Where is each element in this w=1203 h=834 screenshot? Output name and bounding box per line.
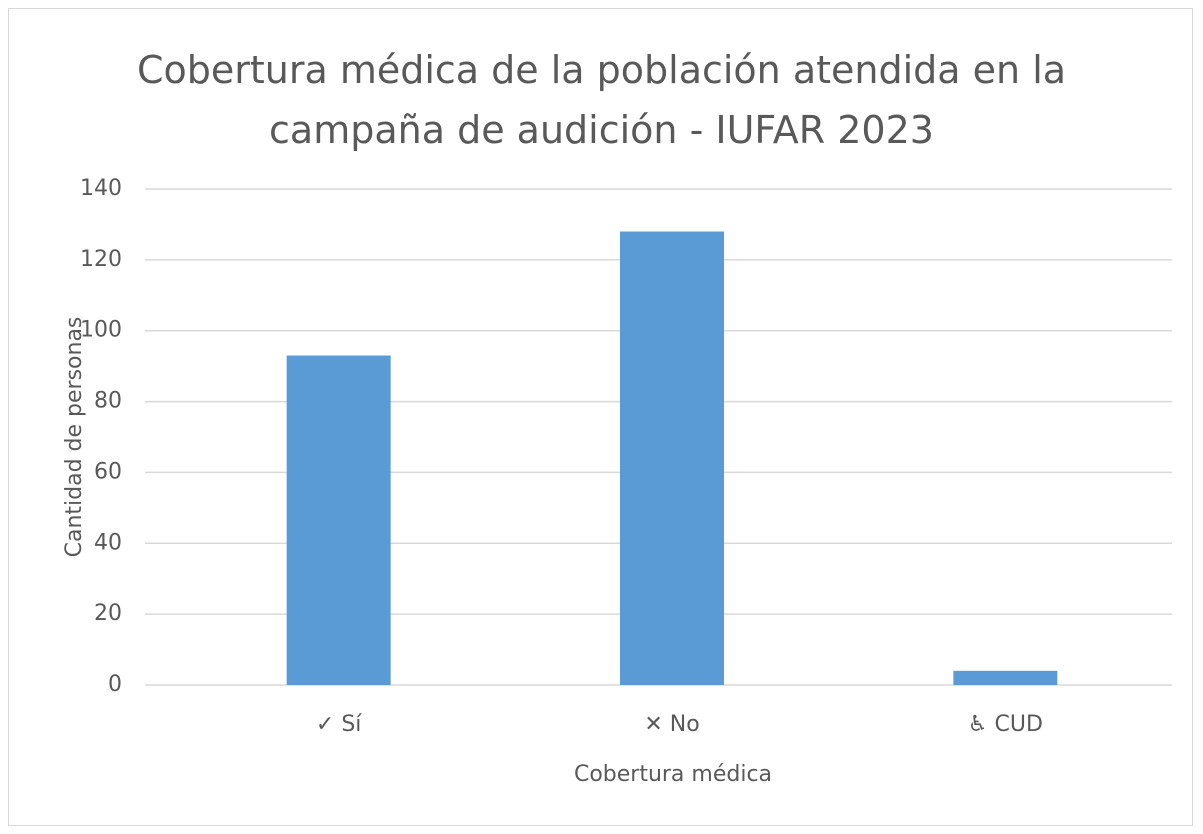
y-axis-label: Cantidad de personas: [62, 317, 87, 558]
bar: [620, 231, 724, 685]
bar: [953, 670, 1058, 685]
y-tick-label: 100: [80, 318, 122, 343]
x-tick-label: ✓ Sí: [316, 712, 362, 737]
x-tick-label: ♿ CUD: [968, 712, 1043, 737]
y-tick-label: 60: [94, 459, 122, 484]
chart-title: Cobertura médica de la población atendid…: [136, 48, 1067, 152]
x-axis-label: Cobertura médica: [574, 762, 772, 787]
y-tick-label: 0: [108, 672, 122, 697]
bar: [286, 355, 391, 685]
y-tick-label: 40: [94, 530, 122, 555]
y-tick-label: 20: [94, 601, 122, 626]
x-tick-label: ✕ No: [644, 712, 699, 737]
chart-frame: [8, 8, 1193, 826]
y-tick-label: 80: [94, 389, 122, 414]
y-tick-label: 120: [80, 247, 122, 272]
y-tick-label: 140: [80, 176, 122, 201]
